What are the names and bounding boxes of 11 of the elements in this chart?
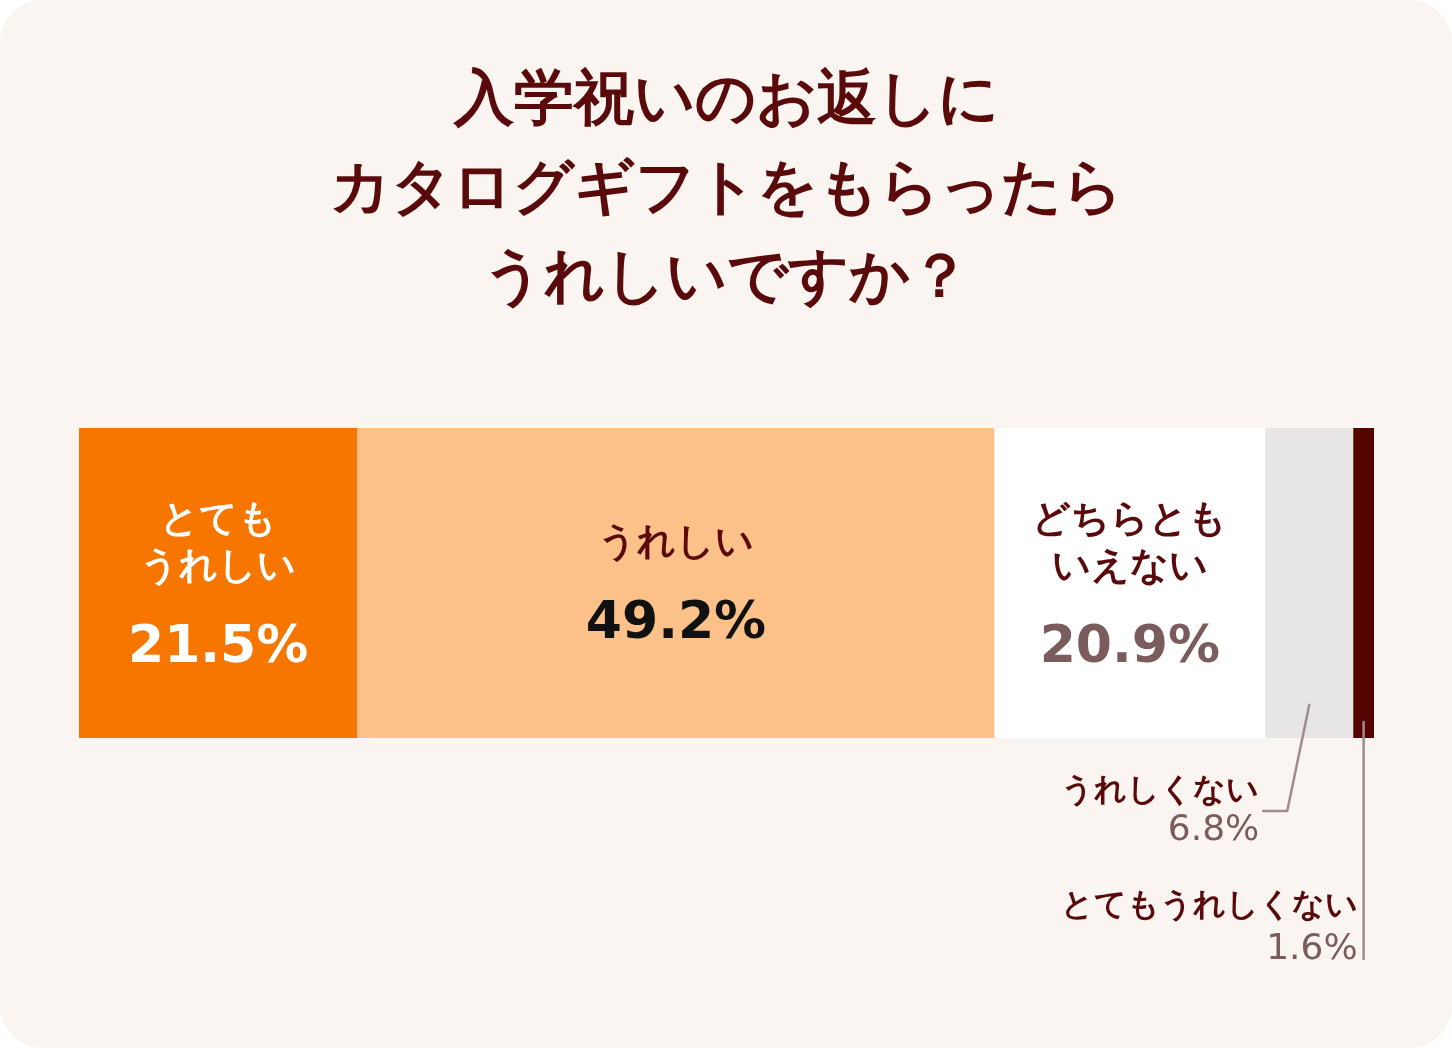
series-name: どちらともいえない xyxy=(1032,495,1228,587)
series-name: うれしくない xyxy=(1061,770,1260,808)
series-name: とてもうれしくない xyxy=(1060,885,1358,923)
series-name: とてもうれしい xyxy=(140,495,297,587)
value-label: 6.8% xyxy=(1167,807,1260,848)
value-label: 20.9% xyxy=(1039,613,1221,674)
value-label: 1.6% xyxy=(1266,926,1358,967)
value-label: 49.2% xyxy=(585,590,767,650)
title: 入学祝いのお返しにカタログギフトをもらったらうれしいですか？ xyxy=(329,62,1123,310)
series-name: うれしい xyxy=(598,519,754,563)
value-label: 21.5% xyxy=(128,613,309,674)
